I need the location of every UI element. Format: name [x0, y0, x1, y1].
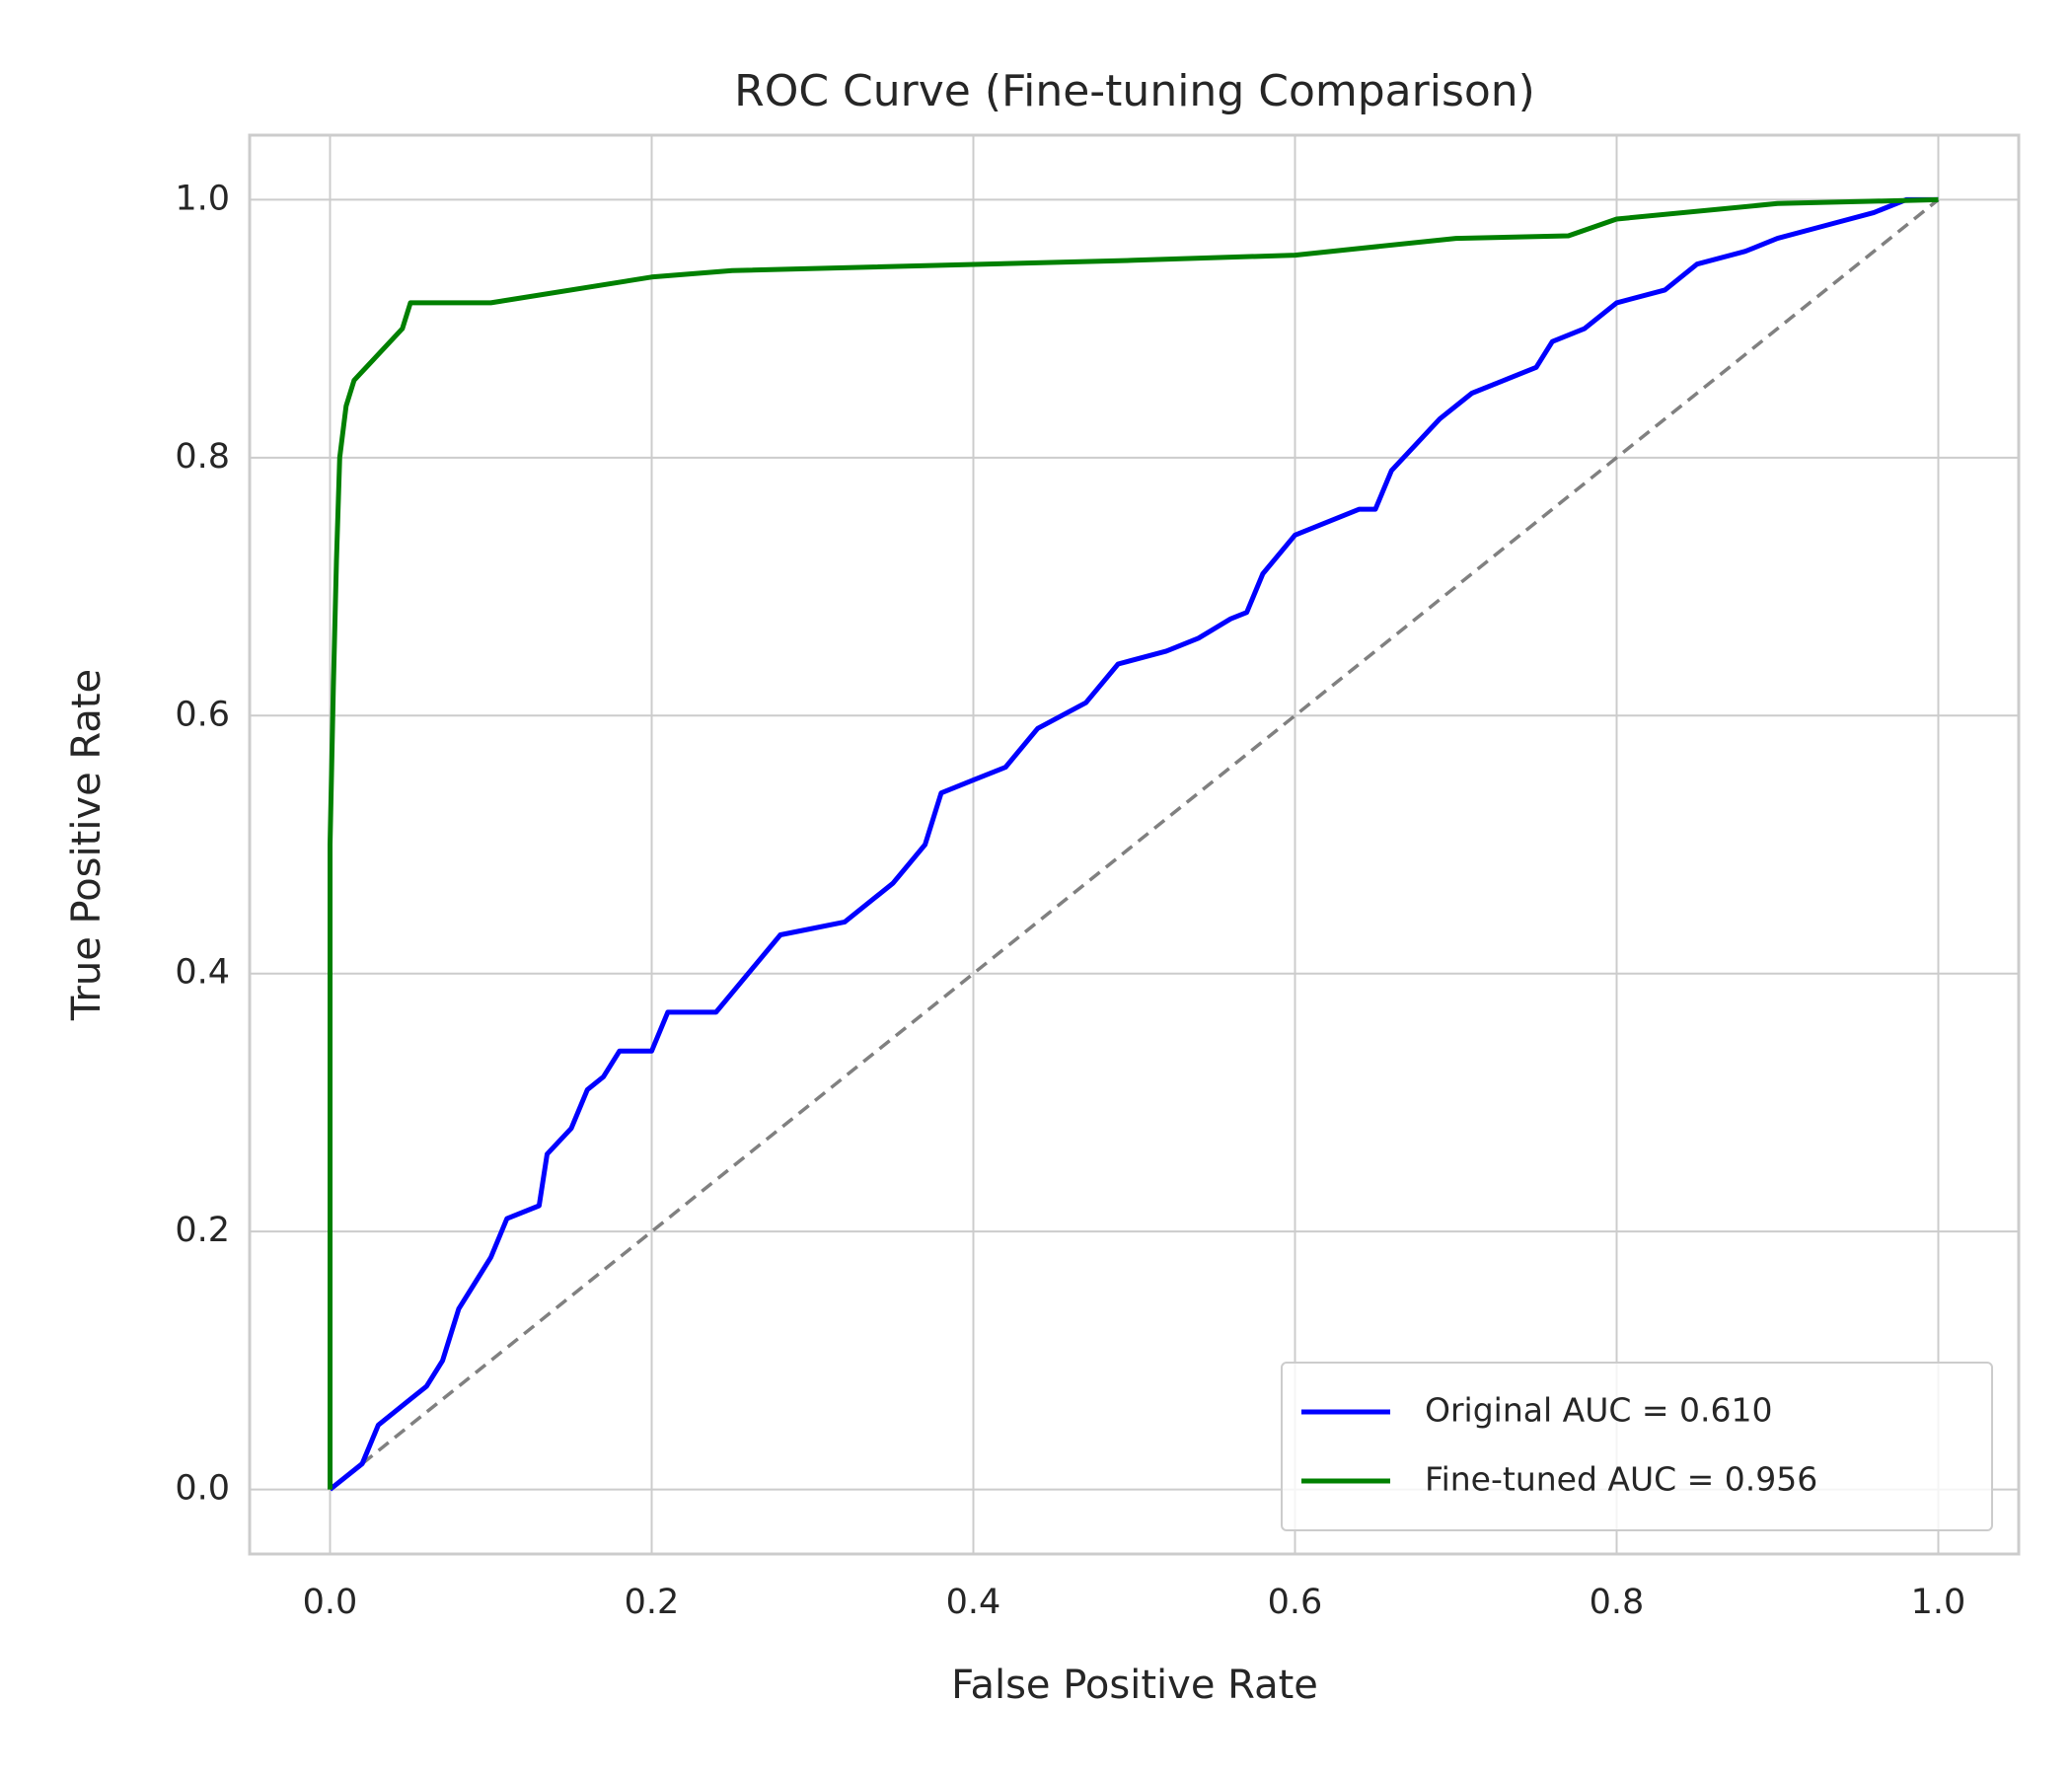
- x-tick-label: 0.4: [946, 1583, 1001, 1622]
- y-tick-label: 0.0: [175, 1469, 230, 1509]
- y-tick-label: 0.6: [175, 695, 230, 734]
- x-tick-label: 0.2: [625, 1583, 680, 1622]
- x-tick-label: 0.6: [1268, 1583, 1323, 1622]
- legend-box: [1281, 1362, 1993, 1531]
- legend-label: Fine-tuned AUC = 0.956: [1425, 1460, 1817, 1499]
- x-tick-label: 1.0: [1911, 1583, 1966, 1622]
- y-axis-label: True Positive Rate: [64, 669, 110, 1021]
- roc-line: [328, 196, 1939, 1492]
- reference-line: [329, 198, 1940, 1491]
- x-tick-label: 0.8: [1590, 1583, 1645, 1622]
- y-tick-label: 0.2: [175, 1211, 230, 1250]
- y-tick-label: 0.4: [175, 953, 230, 993]
- x-axis-label: False Positive Rate: [951, 1663, 1318, 1708]
- roc-line: [328, 196, 1939, 1490]
- x-tick-label: 0.0: [303, 1583, 358, 1622]
- plot-frame: [248, 133, 2021, 1556]
- legend-label: Original AUC = 0.610: [1425, 1391, 1773, 1430]
- chart-title: ROC Curve (Fine-tuning Comparison): [734, 66, 1535, 116]
- y-tick-label: 1.0: [175, 179, 230, 218]
- y-tick-label: 0.8: [175, 437, 230, 477]
